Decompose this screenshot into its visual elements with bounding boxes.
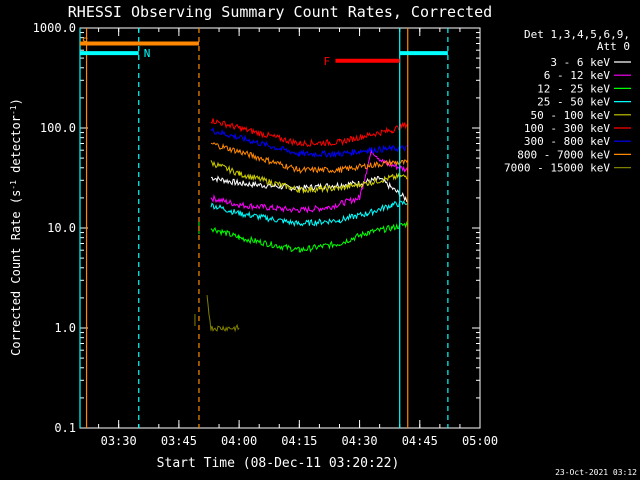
series-line (210, 220, 409, 253)
y-axis-label: Corrected Count Rate (s-1 detector-1) (9, 98, 24, 356)
y-axis-label-main: Corrected Count Rate (s (9, 190, 23, 356)
series-line (210, 200, 409, 228)
legend-entry-label: 50 - 100 keV (531, 109, 611, 122)
y-tick-label: 1.0 (54, 321, 76, 335)
legend-entry-label: 7000 - 15000 keV (504, 162, 610, 175)
flare-flag-label: F (323, 55, 330, 68)
x-tick-label: 03:45 (161, 434, 197, 448)
legend-entry-label: 6 - 12 keV (544, 69, 611, 82)
x-tick-label: 04:45 (402, 434, 438, 448)
y-tick-label: 10.0 (47, 221, 76, 235)
night-flag-label: N (144, 47, 151, 60)
series-line (210, 160, 408, 194)
x-axis-label: Start Time (08-Dec-11 03:20:22) (157, 456, 400, 471)
y-axis-label-sup2: -1 (9, 105, 18, 115)
chart-title: RHESSI Observing Summary Count Rates, Co… (68, 3, 492, 21)
y-axis-label-mid: detector (9, 115, 23, 180)
y-tick-label: 0.1 (54, 421, 76, 435)
legend-header-line1: Det 1,3,4,5,6,9, (524, 28, 630, 41)
legend-entry-label: 800 - 7000 keV (517, 148, 610, 161)
y-axis-label-sup1: -1 (9, 180, 18, 190)
legend-header-line2: Att 0 (597, 40, 630, 53)
legend-entry-label: 25 - 50 keV (537, 96, 610, 109)
saa-flag-label: S (82, 35, 89, 48)
series-line (206, 295, 240, 333)
x-tick-label: 04:30 (341, 434, 377, 448)
y-tick-label: 1000.0 (33, 21, 76, 35)
y-axis-label-end: ) (9, 98, 23, 105)
series-line (210, 142, 409, 175)
x-tick-label: 03:30 (101, 434, 137, 448)
legend-entry-label: 3 - 6 keV (550, 56, 610, 69)
footer-timestamp: 23-Oct-2021 03:12 (555, 468, 637, 477)
series-line (210, 147, 409, 214)
series-line (210, 127, 408, 159)
x-tick-label: 04:15 (281, 434, 317, 448)
series-line (210, 118, 408, 148)
legend-entry-label: 100 - 300 keV (524, 122, 610, 135)
legend-entry-label: 12 - 25 keV (537, 82, 610, 95)
y-tick-label: 100.0 (40, 121, 76, 135)
legend-entry-label: 300 - 800 keV (524, 135, 610, 148)
x-tick-label: 04:00 (221, 434, 257, 448)
x-tick-label: 05:00 (462, 434, 498, 448)
